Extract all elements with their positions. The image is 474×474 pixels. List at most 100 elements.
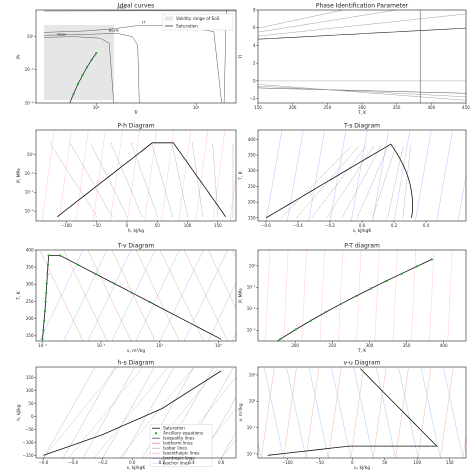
pip-isobar [258,84,466,101]
plot-frame [35,366,237,459]
ancillary-point [309,319,312,322]
x-tick-label: 300 [366,343,374,348]
ancillary-point [112,282,115,285]
ancillary-point [94,273,98,276]
y-tick-label: −2 [250,96,256,101]
y-tick-label: 10⁻⁶ [247,328,256,333]
isotherm-line [261,367,275,458]
y-tick-label: 100 [26,388,34,393]
saturation-curve [69,53,97,103]
plot-frame [35,9,237,104]
x-tick-label: 350 [393,105,401,110]
ancillary-point [72,92,75,96]
x-tick-label: 300 [358,105,366,110]
y-axis-label: T, K [238,171,244,180]
x-tick-label: −100 [61,223,72,228]
y-tick-label: 10⁻³ [25,100,34,105]
y-tick-label: 10³ [249,372,256,377]
ancillary-point [76,82,80,86]
x-tick-label: 400 [440,343,448,348]
legend-label: Isochor lines [163,461,189,466]
x-tick-label: 10¹ [156,343,163,348]
plot-frame [257,9,467,104]
ancillary-point [63,116,65,118]
isoquality-line [221,431,236,458]
ancillary-point [43,319,46,322]
x-axis-label: h, kJ/kg [128,228,144,234]
y-tick-label: 150 [26,375,34,380]
x-tick-label: 150 [214,223,222,228]
annotation-label: ideal [57,32,66,36]
isoquality-line [402,145,411,218]
ancillary-point [44,300,47,304]
y-axis-label: Pr [16,54,22,59]
y-tick-label: 10¹ [27,34,34,39]
plot-area [258,367,466,458]
pip-isobar [258,10,345,29]
legend-swatch [165,16,173,21]
isentropic-line [308,130,325,221]
ancillary-point [130,291,133,294]
ancillary-point [294,328,297,331]
plot-frame [257,249,467,342]
pip-isobar [258,10,398,33]
isoquality-line [63,367,116,458]
x-tick-label: 10¹ [193,105,200,110]
x-tick-label: 350 [403,343,411,348]
x-tick-label: 10⁻¹ [97,343,106,348]
y-tick-label: 250 [26,299,34,304]
validity-range-band [43,24,114,101]
ancillary-point [54,145,56,147]
chart-7: −100 −50 0 50 100 150 10⁻³ 10⁻¹ 10¹ 10³ v-u Diagra… [238,360,467,471]
chart-title: P-h Diagram [117,123,154,130]
isenthalpic-line [110,130,123,221]
isoquality-line [43,367,96,458]
saturation-curve [43,370,222,456]
x-tick-label: 400 [428,105,436,110]
isobar-line [208,250,236,309]
y-tick-label: −50 [25,427,34,432]
y-tick-label: 10⁻³ [247,451,256,456]
x-tick-label: −50 [92,223,101,228]
chart-4: 10⁻³ 10⁻¹ 10¹ 10³ 150 200 250 300 350 400 T-v Diag… [16,243,237,354]
x-tick-label: −100 [282,460,293,465]
isotherm-line [319,250,325,341]
x-axis-label: T, K [357,110,366,116]
isotherm-line [373,367,387,458]
x-tick-label: −50 [316,460,325,465]
isoquality-line [69,142,113,217]
isenthalpic-line [212,130,226,221]
x-axis-label: s, kJ/kgK [127,465,146,471]
chart-title: h-s Diagram [118,360,155,367]
y-tick-label: 200 [248,200,256,205]
ancillary-point [45,282,48,285]
x-tick-label: 250 [324,105,332,110]
isotherm-line [374,250,380,341]
y-tick-label: 250 [248,184,256,189]
isobar-line [111,250,156,341]
y-tick-label: 10¹ [249,399,256,404]
ancillary-point [46,273,49,276]
y-tick-label: 300 [26,282,34,287]
ancillary-point [43,310,47,313]
isentropic-line [372,130,389,221]
plot-area [39,250,236,341]
isoquality-line [311,145,367,219]
legend-label: Isotherm lines [163,441,193,446]
isentropic-line [265,130,283,221]
isenthalpic-line [41,130,55,221]
y-tick-label: 350 [248,153,256,158]
isenthalpic-line [58,130,72,221]
x-tick-label: 0.0 [129,460,136,465]
isoquality-line [102,367,155,458]
isoquality-line [161,367,214,458]
y-tick-label: 150 [248,215,256,220]
x-axis-label: s, kJ/kgK [353,228,372,234]
legend-box [149,424,213,467]
y-tick-label: 6 [253,25,256,30]
legend-swatch [154,432,158,435]
isenthalpic-line [76,130,89,221]
ancillary-point [415,265,418,268]
y-axis-label: T, K [16,291,22,300]
isentropic-line [393,130,411,221]
